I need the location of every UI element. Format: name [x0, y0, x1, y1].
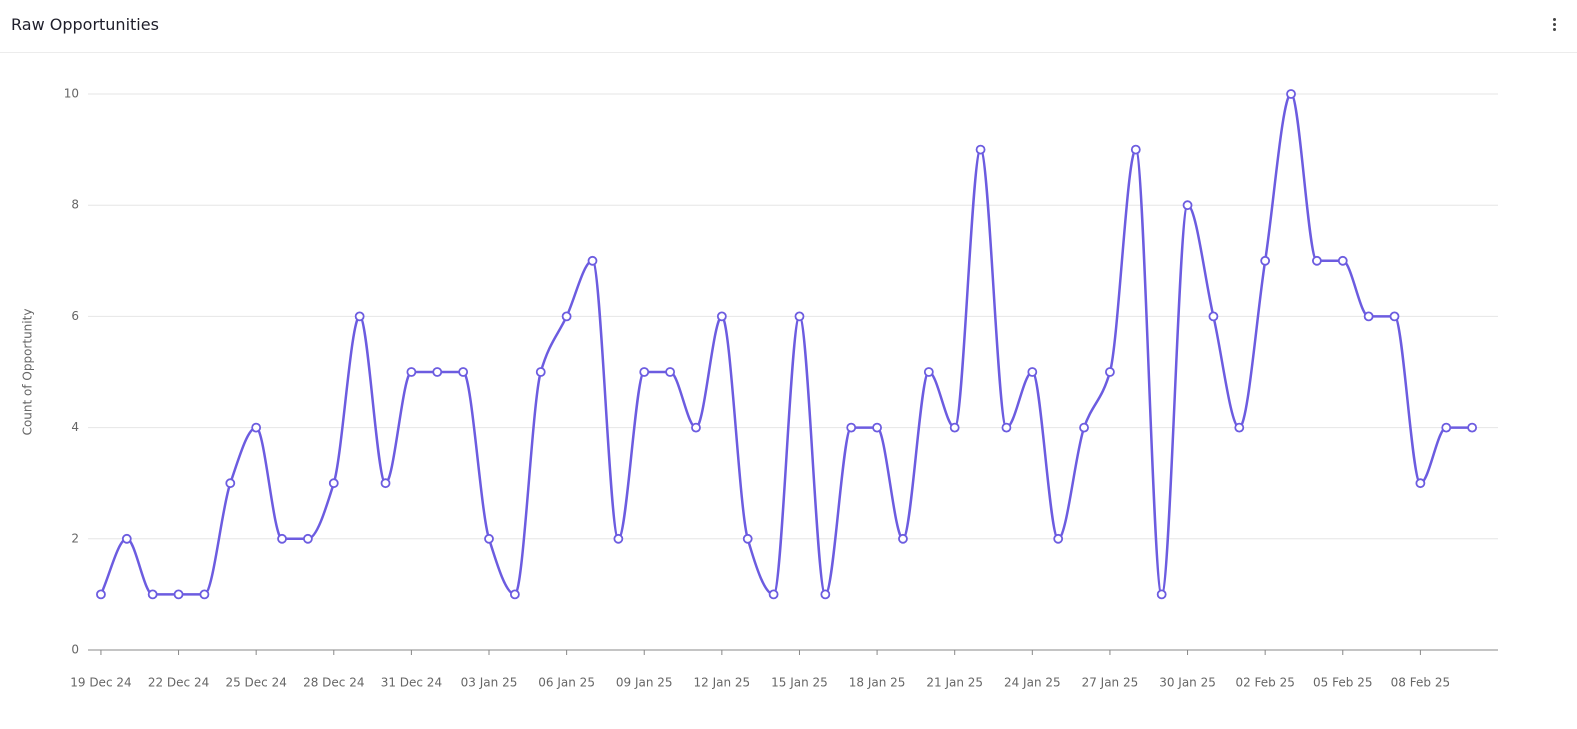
y-tick-label: 4 — [71, 420, 79, 434]
x-tick-label: 18 Jan 25 — [849, 676, 906, 690]
x-tick-label: 30 Jan 25 — [1159, 676, 1216, 690]
data-point — [820, 589, 831, 600]
data-point — [1105, 367, 1115, 377]
data-point — [1467, 422, 1478, 433]
data-point — [561, 311, 572, 322]
x-tick-label: 25 Dec 24 — [225, 676, 286, 690]
x-tick-label: 09 Jan 25 — [616, 676, 673, 690]
data-point — [380, 478, 391, 489]
data-point — [1286, 89, 1296, 99]
data-point — [1389, 311, 1400, 322]
x-tick-label: 05 Feb 25 — [1313, 676, 1372, 690]
header: Raw Opportunities — [0, 0, 1577, 53]
data-point — [1234, 422, 1245, 433]
data-point — [1363, 311, 1374, 322]
x-tick-label: 02 Feb 25 — [1235, 676, 1294, 690]
y-tick-label: 10 — [64, 87, 79, 101]
data-point — [432, 367, 443, 377]
data-point — [794, 311, 805, 322]
data-point — [1311, 255, 1322, 266]
data-point — [923, 367, 934, 377]
data-point — [121, 533, 132, 544]
data-point — [354, 311, 365, 322]
data-point — [535, 367, 546, 377]
x-tick-label: 31 Dec 24 — [381, 676, 442, 690]
data-point — [484, 533, 494, 544]
data-point — [742, 533, 753, 544]
data-point — [1182, 200, 1193, 211]
data-point — [277, 533, 287, 544]
data-point — [1441, 422, 1452, 433]
data-point — [173, 589, 184, 600]
data-point — [406, 367, 417, 377]
data-point — [225, 478, 236, 489]
data-point — [1415, 478, 1426, 489]
x-tick-label: 27 Jan 25 — [1082, 676, 1139, 690]
data-point — [975, 144, 986, 155]
x-tick-label: 28 Dec 24 — [303, 676, 364, 690]
data-point — [251, 422, 262, 433]
data-point — [1260, 255, 1271, 266]
data-point — [872, 422, 882, 433]
data-point — [949, 422, 960, 433]
data-point — [1001, 422, 1012, 433]
menu-button[interactable] — [1553, 18, 1557, 34]
data-point — [691, 422, 701, 433]
x-tick-label: 21 Jan 25 — [926, 676, 983, 690]
data-point — [509, 589, 520, 600]
data-point — [147, 589, 158, 600]
data-point — [587, 255, 598, 266]
data-point — [303, 533, 313, 544]
x-tick-label: 08 Feb 25 — [1391, 676, 1450, 690]
data-point — [1053, 533, 1064, 544]
data-point — [768, 589, 779, 600]
x-tick-label: 12 Jan 25 — [694, 676, 751, 690]
data-point — [1079, 422, 1089, 433]
y-tick-label: 2 — [71, 531, 79, 545]
data-point — [328, 478, 339, 489]
data-point — [716, 311, 727, 322]
data-point — [665, 367, 676, 377]
data-point — [639, 367, 650, 377]
x-tick-label: 22 Dec 24 — [148, 676, 209, 690]
data-point — [898, 533, 908, 544]
x-tick-label: 19 Dec 24 — [70, 676, 131, 690]
y-tick-label: 0 — [71, 643, 79, 657]
data-point — [1208, 311, 1219, 322]
data-point — [1027, 367, 1038, 377]
data-point — [96, 589, 106, 600]
x-tick-label: 03 Jan 25 — [461, 676, 518, 690]
data-point — [846, 422, 857, 433]
data-point — [458, 367, 469, 377]
x-tick-label: 24 Jan 25 — [1004, 676, 1061, 690]
data-point — [1130, 144, 1141, 155]
y-axis-label: Count of Opportunity — [21, 309, 35, 436]
chart-title: Raw Opportunities — [11, 15, 159, 34]
series-line — [99, 92, 1473, 596]
x-tick-label: 06 Jan 25 — [538, 676, 595, 690]
data-point — [1337, 255, 1348, 266]
data-point — [199, 589, 210, 600]
x-tick-label: 15 Jan 25 — [771, 676, 828, 690]
y-tick-label: 6 — [71, 309, 79, 323]
data-point — [1156, 589, 1167, 600]
data-point — [613, 533, 624, 544]
y-tick-label: 8 — [71, 198, 79, 212]
